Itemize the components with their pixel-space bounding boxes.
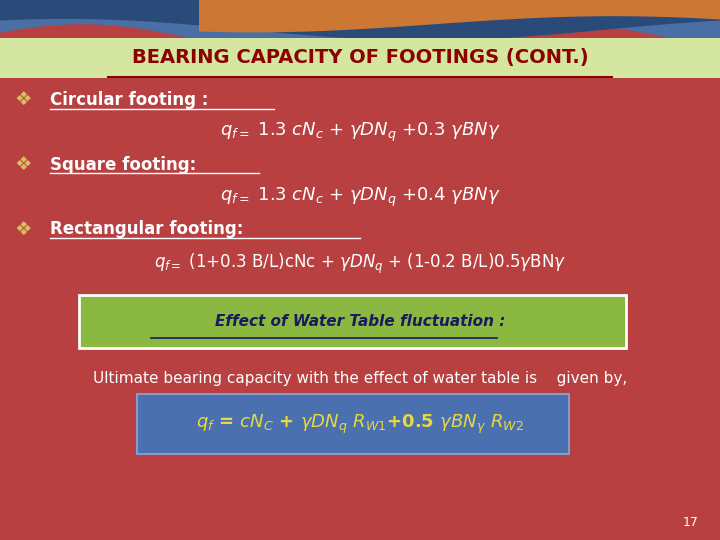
Text: Ultimate bearing capacity with the effect of water table is    given by,: Ultimate bearing capacity with the effec…: [93, 370, 627, 386]
FancyBboxPatch shape: [79, 295, 626, 348]
Polygon shape: [0, 0, 720, 40]
Text: BEARING CAPACITY OF FOOTINGS (CONT.): BEARING CAPACITY OF FOOTINGS (CONT.): [132, 48, 588, 68]
Text: $q_{f=}$ 1.3 $cN_c$ + $\gamma DN_q$ +0.3 $\gamma BN\gamma$: $q_{f=}$ 1.3 $cN_c$ + $\gamma DN_q$ +0.3…: [220, 121, 500, 144]
Polygon shape: [0, 0, 720, 57]
Text: ❖: ❖: [14, 220, 32, 239]
Text: 17: 17: [683, 516, 698, 529]
Text: Effect of Water Table fluctuation :: Effect of Water Table fluctuation :: [215, 314, 505, 329]
FancyBboxPatch shape: [137, 394, 569, 454]
Text: $q_{f=}$ (1+0.3 B/L)cNc + $\gamma DN_q$ + (1-0.2 B/L)0.5$\gamma$BN$\gamma$: $q_{f=}$ (1+0.3 B/L)cNc + $\gamma DN_q$ …: [154, 252, 566, 275]
Text: ❖: ❖: [14, 155, 32, 174]
Text: $q_{f=}$ 1.3 $cN_c$ + $\gamma DN_q$ +0.4 $\gamma BN\gamma$: $q_{f=}$ 1.3 $cN_c$ + $\gamma DN_q$ +0.4…: [220, 186, 500, 208]
Text: Square footing:: Square footing:: [50, 156, 197, 174]
Text: $q_f$ = $cN_C$ + $\gamma DN_q$ $R_{W1}$+0.5 $\gamma BN_\gamma$ $R_{W2}$: $q_f$ = $cN_C$ + $\gamma DN_q$ $R_{W1}$+…: [196, 413, 524, 435]
FancyBboxPatch shape: [0, 38, 720, 78]
Text: Circular footing :: Circular footing :: [50, 91, 209, 109]
Text: ❖: ❖: [14, 90, 32, 110]
Polygon shape: [199, 0, 720, 32]
Text: Rectangular footing:: Rectangular footing:: [50, 220, 244, 239]
